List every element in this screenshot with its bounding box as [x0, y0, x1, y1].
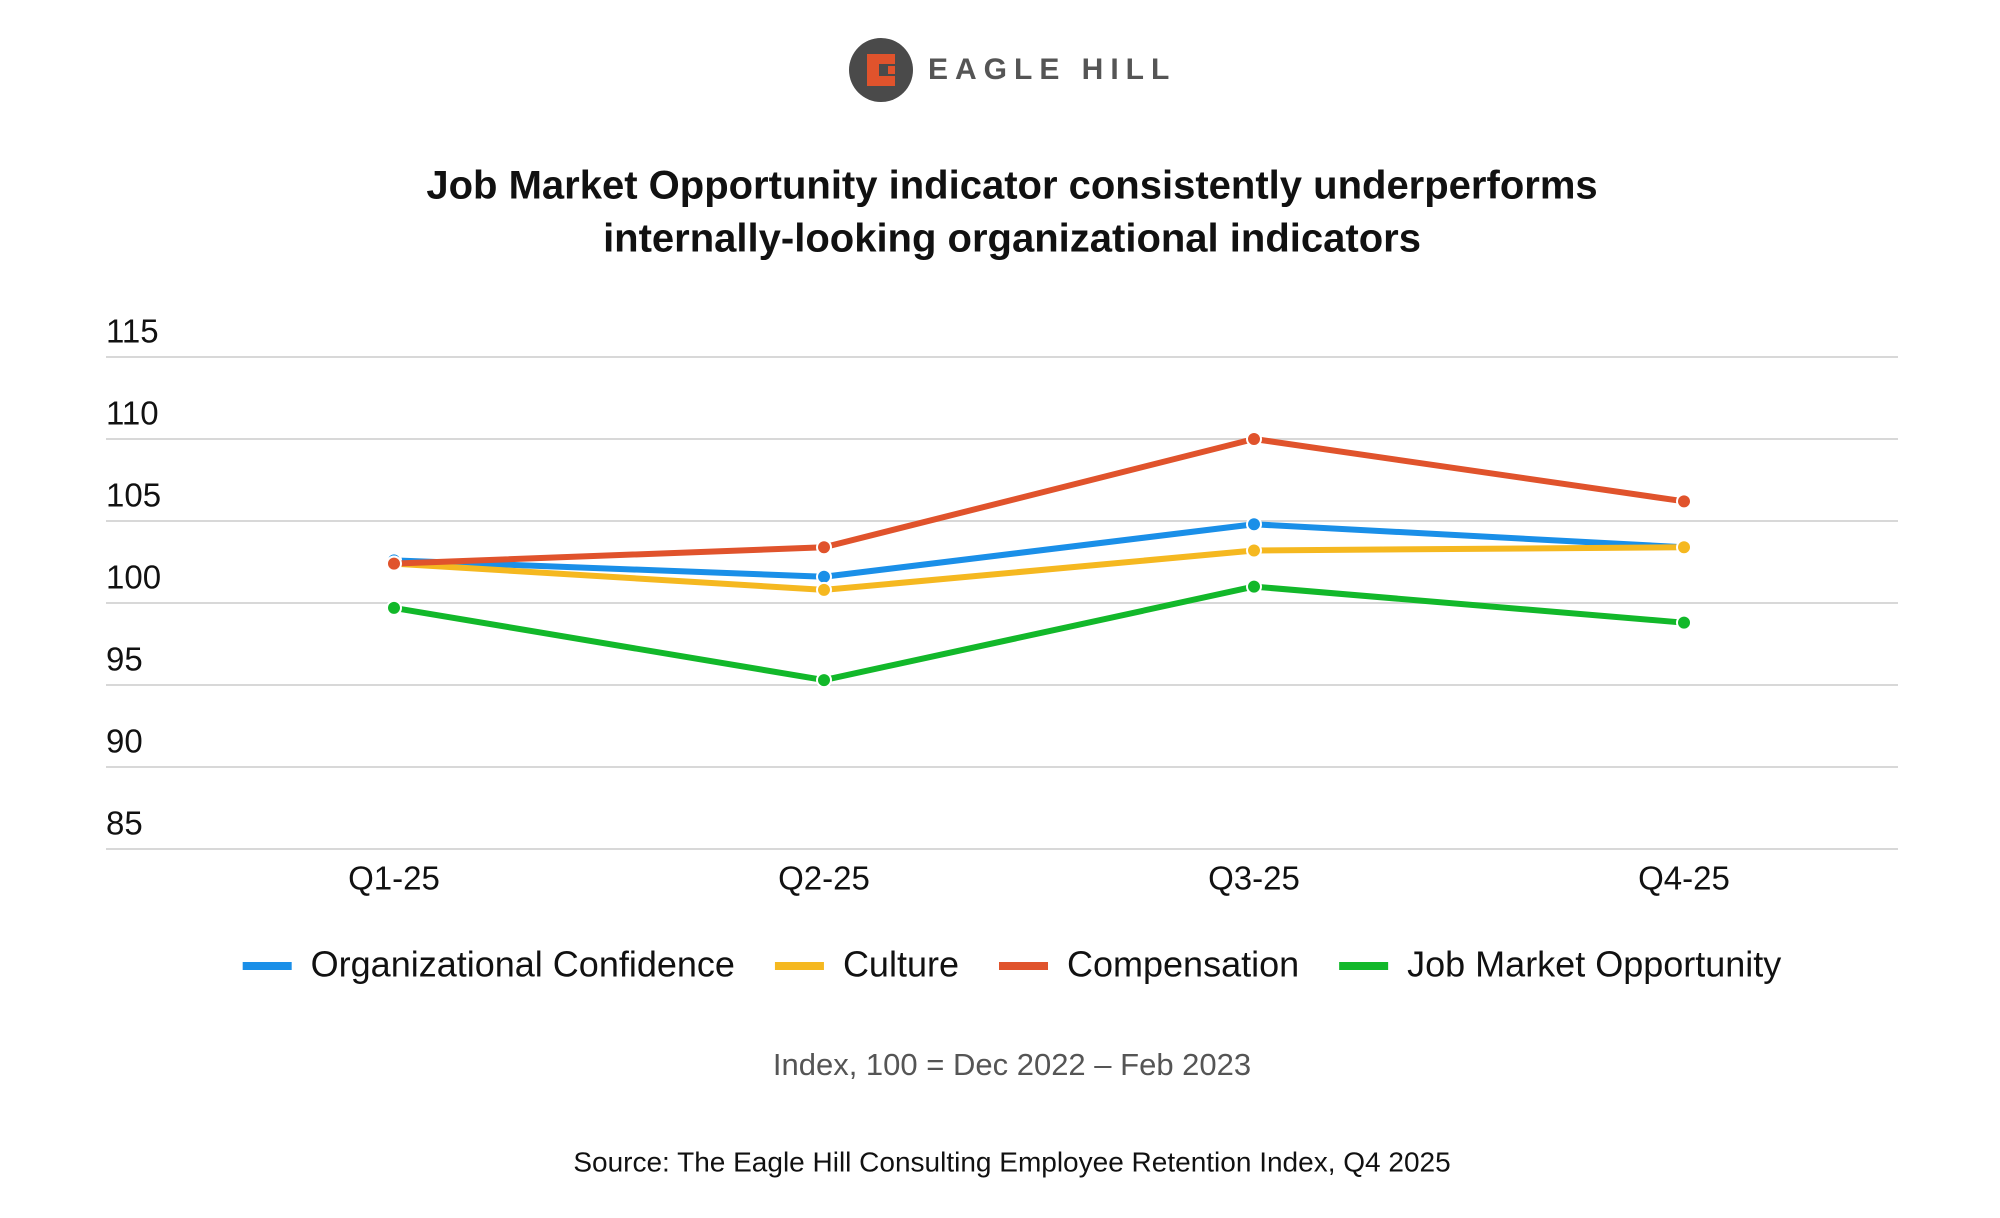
data-point: [1676, 614, 1692, 631]
series-line: [393, 521, 1685, 580]
data-point: [386, 599, 402, 616]
chart-title: Job Market Opportunity indicator consist…: [426, 164, 1597, 208]
source: Source: The Eagle Hill Consulting Employ…: [573, 1146, 1450, 1177]
y-tick-label: 100: [106, 559, 161, 596]
data-point: [386, 555, 402, 572]
y-tick-label: 115: [106, 313, 159, 350]
series-line: [393, 583, 1685, 684]
y-tick-label: 110: [106, 395, 159, 432]
data-point: [1246, 542, 1262, 559]
subtitle: Index, 100 = Dec 2022 – Feb 2023: [773, 1047, 1251, 1082]
y-tick-label: 105: [106, 477, 161, 514]
y-tick-label: 85: [106, 805, 143, 842]
data-point: [1246, 516, 1262, 533]
legend-label: Organizational Confidence: [311, 944, 735, 985]
data-point: [816, 539, 832, 556]
x-tick-label: Q4-25: [1638, 860, 1730, 897]
y-tick-label: 90: [106, 723, 143, 760]
legend-label: Compensation: [1067, 944, 1299, 985]
data-point: [1246, 578, 1262, 595]
logo: EAGLE HILL: [849, 38, 1176, 102]
x-tick-label: Q2-25: [778, 860, 870, 897]
series-line: [393, 544, 1685, 593]
y-tick-label: 95: [106, 641, 143, 678]
chart-title: internally-looking organizational indica…: [603, 217, 1421, 261]
series-line: [393, 436, 1685, 567]
data-point: [1676, 539, 1692, 556]
brand: EAGLE HILL: [928, 53, 1176, 86]
logo-mark: [849, 38, 913, 102]
data-point: [1676, 493, 1692, 510]
x-tick-label: Q1-25: [348, 860, 440, 897]
data-point: [1246, 431, 1262, 447]
legend-label: Job Market Opportunity: [1407, 944, 1781, 985]
legend-label: Culture: [843, 944, 959, 985]
logo-glyph: [867, 54, 895, 86]
data-point: [816, 581, 832, 598]
data-point: [816, 568, 832, 585]
data-point: [816, 672, 832, 689]
x-tick-label: Q3-25: [1208, 860, 1300, 897]
